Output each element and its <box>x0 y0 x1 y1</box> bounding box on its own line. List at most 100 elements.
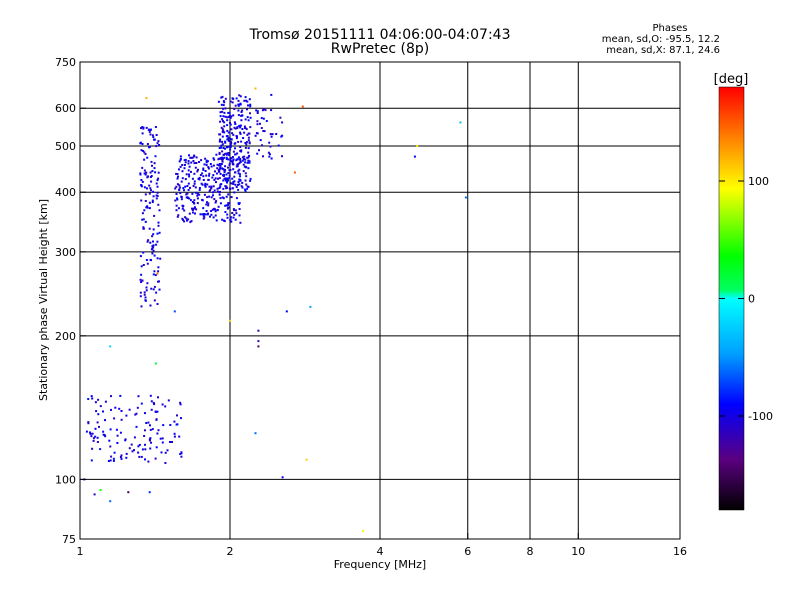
data-point <box>140 455 143 458</box>
data-point <box>161 437 164 440</box>
grid-lines <box>80 62 680 539</box>
y-tick-label: 75 <box>62 533 76 546</box>
data-point <box>89 431 91 434</box>
data-point <box>176 414 178 417</box>
data-point <box>222 179 225 182</box>
data-point <box>95 410 98 413</box>
data-point <box>198 187 201 189</box>
data-point <box>188 175 191 178</box>
data-point <box>141 126 144 129</box>
data-point <box>140 305 143 308</box>
data-point <box>153 162 156 165</box>
data-point <box>179 401 182 404</box>
data-point <box>155 145 158 148</box>
data-point <box>144 220 147 223</box>
data-point <box>154 126 157 128</box>
data-point <box>229 116 232 119</box>
data-point <box>256 132 259 135</box>
data-point <box>241 109 244 112</box>
data-point <box>226 116 229 119</box>
data-point <box>219 167 222 170</box>
data-point <box>175 193 178 195</box>
y-tick-label: 300 <box>55 246 76 259</box>
data-point <box>221 150 224 153</box>
data-point <box>109 459 112 462</box>
data-point <box>247 151 250 154</box>
data-point <box>180 417 182 420</box>
data-point <box>208 174 210 177</box>
data-point <box>213 189 216 192</box>
data-point <box>180 455 183 458</box>
data-point <box>147 239 150 242</box>
data-point <box>257 329 260 332</box>
data-point <box>146 143 149 145</box>
data-point <box>190 156 193 159</box>
data-point <box>232 163 234 166</box>
data-point <box>246 100 249 103</box>
x-axis-label: Frequency [MHz] <box>334 558 426 571</box>
data-point <box>247 159 250 162</box>
phase-x-stats: mean, sd,X: 87.1, 24.6 <box>606 45 720 56</box>
data-point <box>137 395 140 398</box>
data-point <box>143 151 146 154</box>
data-point <box>192 211 194 214</box>
data-point <box>222 197 225 200</box>
data-point <box>176 423 179 426</box>
data-point <box>208 195 211 198</box>
data-point <box>143 186 146 189</box>
data-point <box>207 204 210 207</box>
data-point <box>176 198 179 201</box>
data-point <box>212 194 214 197</box>
data-point <box>220 146 222 149</box>
data-point <box>268 155 271 158</box>
data-point <box>173 420 176 423</box>
data-point <box>229 122 231 124</box>
data-point <box>215 219 218 222</box>
data-point <box>150 259 152 262</box>
data-point <box>200 159 203 162</box>
data-point <box>237 202 240 205</box>
data-point <box>256 120 259 123</box>
data-point <box>221 130 224 133</box>
data-point <box>91 397 94 400</box>
data-point <box>156 257 159 260</box>
data-point <box>153 299 156 302</box>
data-point <box>148 192 151 195</box>
y-tick-label: 600 <box>55 102 76 115</box>
data-point <box>144 412 146 415</box>
phase-summary: Phases mean, sd,O: -95.5, 12.2 mean, sd,… <box>560 23 720 56</box>
data-point <box>216 209 219 212</box>
data-point <box>246 133 249 136</box>
data-point <box>235 212 238 215</box>
data-point <box>243 155 246 158</box>
data-point <box>195 208 198 211</box>
data-point <box>239 221 242 224</box>
data-point <box>142 127 145 130</box>
data-point <box>242 158 245 160</box>
data-point <box>238 168 241 171</box>
data-point <box>238 214 241 217</box>
data-point <box>232 181 235 184</box>
data-point <box>226 124 229 127</box>
data-point <box>256 152 259 155</box>
data-point <box>97 398 100 401</box>
data-point <box>238 202 241 205</box>
data-point <box>99 489 102 491</box>
data-point <box>144 153 147 155</box>
data-point <box>147 460 150 463</box>
data-point <box>218 168 221 171</box>
data-point <box>188 165 191 168</box>
data-point <box>180 180 183 183</box>
data-point <box>133 449 135 452</box>
data-point <box>205 164 208 167</box>
data-point <box>246 116 249 119</box>
data-point <box>157 270 160 273</box>
data-point <box>265 120 268 122</box>
y-tick-label: 500 <box>55 140 76 153</box>
data-point <box>244 96 247 99</box>
data-point <box>184 178 187 181</box>
data-point <box>218 193 221 196</box>
x-axis-ticks: 1 2 4 6 8 10 16 <box>77 533 687 558</box>
data-point <box>222 147 225 149</box>
data-point <box>152 136 155 139</box>
